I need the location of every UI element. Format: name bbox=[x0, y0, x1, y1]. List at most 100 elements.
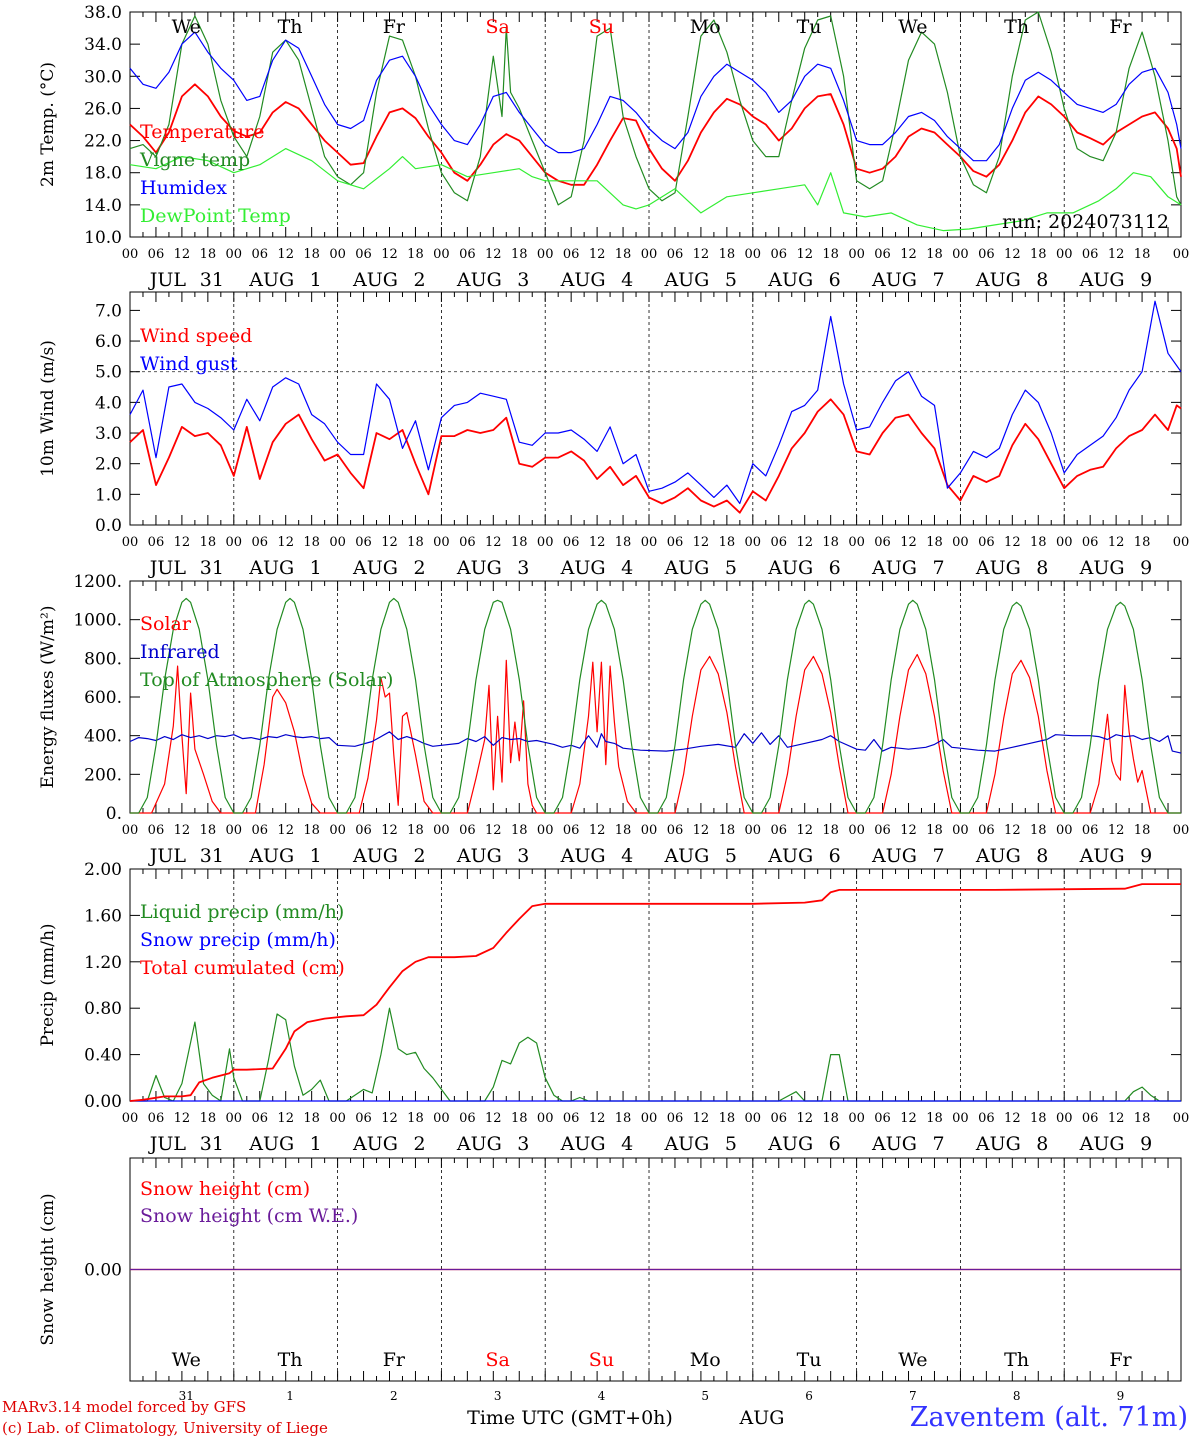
hour-tick-label: 00 bbox=[1173, 823, 1190, 838]
hour-tick-label: 18 bbox=[511, 823, 528, 838]
hour-tick-label: 06 bbox=[563, 1111, 580, 1126]
hour-tick-label: 18 bbox=[200, 1111, 217, 1126]
legend-entry: Wind speed bbox=[140, 325, 252, 347]
hour-tick-label: 12 bbox=[796, 823, 813, 838]
hour-tick-label: 18 bbox=[1030, 535, 1047, 550]
date-month-label: AUG bbox=[767, 845, 813, 867]
hour-tick-label: 06 bbox=[563, 535, 580, 550]
series-line bbox=[130, 653, 1181, 814]
series-line bbox=[129, 148, 1182, 232]
date-day-label: 7 bbox=[932, 1133, 944, 1155]
y-axis-label: Precip (mm/h) bbox=[38, 923, 58, 1046]
date-day-label: 6 bbox=[829, 557, 841, 579]
hour-tick-label: 06 bbox=[148, 247, 165, 262]
hour-tick-label: 18 bbox=[926, 247, 943, 262]
hour-tick-label: 18 bbox=[926, 823, 943, 838]
y-tick-label: 1200. bbox=[73, 572, 122, 592]
hour-tick-label: 18 bbox=[1134, 1111, 1151, 1126]
series-line bbox=[129, 31, 1182, 162]
hour-tick-label: 00 bbox=[1056, 1111, 1073, 1126]
date-day-label: 8 bbox=[1036, 557, 1048, 579]
hour-tick-label: 00 bbox=[1173, 247, 1190, 262]
date-day-label: 31 bbox=[200, 557, 224, 579]
series-line bbox=[129, 83, 1182, 186]
date-day-label: 9 bbox=[1117, 1389, 1125, 1403]
legend-entry: Snow height (cm W.E.) bbox=[140, 1205, 358, 1227]
series-line bbox=[130, 1007, 1181, 1102]
date-day-label: 6 bbox=[829, 1133, 841, 1155]
y-tick-label: 2.0 bbox=[95, 455, 122, 475]
hour-tick-label: 00 bbox=[537, 823, 554, 838]
hour-tick-label: 06 bbox=[251, 535, 268, 550]
y-tick-label: 38.0 bbox=[84, 3, 122, 23]
date-month-label: AUG bbox=[352, 845, 398, 867]
hour-tick-label: 12 bbox=[1108, 823, 1125, 838]
hour-tick-label: 12 bbox=[589, 247, 606, 262]
hour-tick-label: 18 bbox=[1134, 535, 1151, 550]
date-day-label: 9 bbox=[1140, 269, 1152, 291]
hour-tick-label: 06 bbox=[874, 1111, 891, 1126]
legend-entry: Solar bbox=[140, 613, 192, 635]
date-day-label: 8 bbox=[1013, 1389, 1021, 1403]
hour-tick-label: 06 bbox=[563, 247, 580, 262]
weekday-label: Fr bbox=[383, 16, 406, 38]
hour-tick-label: 06 bbox=[667, 823, 684, 838]
hour-tick-label: 18 bbox=[615, 1111, 632, 1126]
hour-tick-label: 12 bbox=[1108, 535, 1125, 550]
hour-tick-label: 00 bbox=[122, 247, 139, 262]
panel-3: Energy fluxes (W/m²) bbox=[38, 580, 1182, 814]
hour-tick-label: 12 bbox=[693, 247, 710, 262]
hour-tick-label: 12 bbox=[1108, 1111, 1125, 1126]
y-tick-label: 14.0 bbox=[84, 196, 122, 216]
date-month-label: AUG bbox=[767, 269, 813, 291]
hour-tick-label: 18 bbox=[719, 247, 736, 262]
hour-tick-label: 12 bbox=[693, 1111, 710, 1126]
hour-tick-label: 18 bbox=[511, 247, 528, 262]
hour-tick-label: 12 bbox=[174, 247, 191, 262]
hour-tick-label: 18 bbox=[1134, 823, 1151, 838]
hour-tick-label: 06 bbox=[874, 247, 891, 262]
hour-tick-label: 06 bbox=[355, 535, 372, 550]
date-day-label: 6 bbox=[805, 1389, 813, 1403]
hour-tick-label: 18 bbox=[303, 1111, 320, 1126]
hour-tick-label: 00 bbox=[122, 535, 139, 550]
hour-tick-label: 12 bbox=[277, 1111, 294, 1126]
y-tick-label: 600. bbox=[84, 688, 122, 708]
date-day-label: 8 bbox=[1036, 845, 1048, 867]
legend-entry: Liquid precip (mm/h) bbox=[140, 901, 344, 923]
date-month-label: AUG bbox=[767, 557, 813, 579]
y-tick-label: 1.20 bbox=[84, 953, 122, 973]
hour-tick-label: 06 bbox=[770, 1111, 787, 1126]
weekday-label: Sa bbox=[485, 1349, 509, 1371]
hour-tick-label: 00 bbox=[329, 823, 346, 838]
y-tick-label: 34.0 bbox=[84, 35, 122, 55]
hour-tick-label: 12 bbox=[1108, 247, 1125, 262]
date-month-label: AUG bbox=[248, 1133, 294, 1155]
hour-tick-label: 12 bbox=[277, 535, 294, 550]
hour-tick-label: 18 bbox=[719, 823, 736, 838]
hour-tick-label: 18 bbox=[407, 247, 424, 262]
hour-tick-label: 12 bbox=[277, 247, 294, 262]
date-day-label: 7 bbox=[909, 1389, 917, 1403]
panel-1: 2m Temp. (°C) bbox=[38, 11, 1182, 238]
hour-tick-label: 18 bbox=[615, 535, 632, 550]
y-tick-label: 0.00 bbox=[84, 1261, 122, 1281]
hour-tick-label: 12 bbox=[796, 1111, 813, 1126]
y-tick-label: 0.0 bbox=[95, 516, 122, 536]
date-month-label: AUG bbox=[975, 1133, 1021, 1155]
panel-frame bbox=[129, 11, 1182, 238]
hour-tick-label: 18 bbox=[407, 823, 424, 838]
weekday-label: Fr bbox=[1109, 1349, 1132, 1371]
date-month-label: AUG bbox=[560, 845, 606, 867]
date-day-label: 6 bbox=[829, 269, 841, 291]
y-tick-label: 1.0 bbox=[95, 485, 122, 505]
series-line bbox=[130, 597, 1181, 814]
hour-tick-label: 06 bbox=[459, 535, 476, 550]
hour-tick-label: 12 bbox=[381, 823, 398, 838]
hour-tick-label: 00 bbox=[433, 823, 450, 838]
date-month-label: AUG bbox=[663, 1133, 709, 1155]
hour-tick-label: 12 bbox=[589, 1111, 606, 1126]
weekday-label: Th bbox=[1004, 1349, 1029, 1371]
hour-tick-label: 00 bbox=[745, 823, 762, 838]
lab-credit: (c) Lab. of Climatology, University of L… bbox=[2, 1419, 328, 1437]
